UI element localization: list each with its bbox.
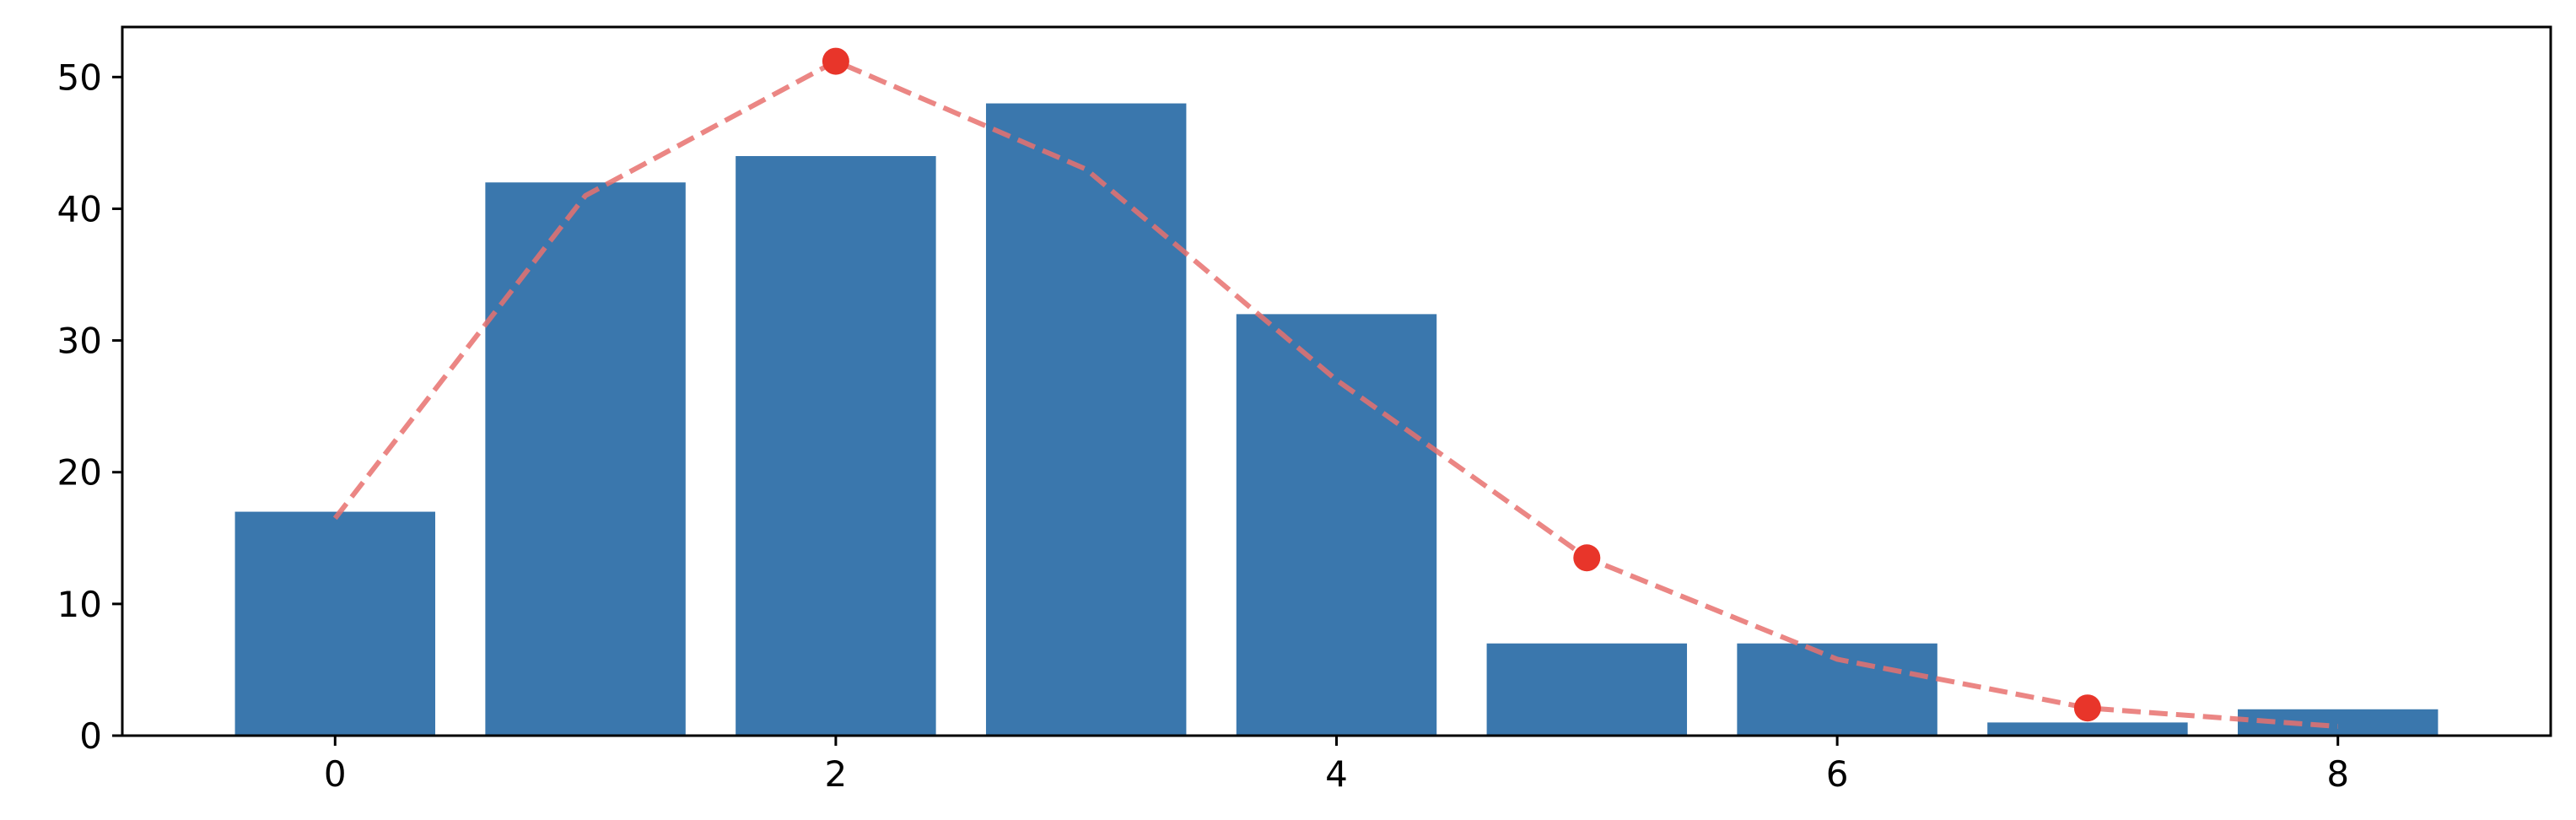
- bar-series: [234, 103, 2439, 736]
- trend-line: [332, 58, 2338, 730]
- bar-4: [1236, 314, 1437, 736]
- line-series: [332, 47, 2338, 730]
- y-tick-label-20: 20: [57, 452, 102, 494]
- bar-0: [234, 511, 435, 736]
- x-tick-label-2: 2: [825, 753, 848, 795]
- bar-3: [985, 103, 1187, 736]
- x-axis-ticks: 0 2 4 6 8: [324, 736, 2349, 795]
- y-tick-label-30: 30: [57, 321, 102, 362]
- y-tick-label-0: 0: [79, 715, 102, 757]
- x-tick-label-0: 0: [324, 753, 347, 795]
- x-tick-label-6: 6: [1826, 753, 1849, 795]
- y-tick-label-50: 50: [57, 57, 102, 98]
- line-marker-2: [822, 47, 849, 75]
- bar-7: [1987, 722, 2188, 736]
- y-tick-label-40: 40: [57, 188, 102, 229]
- bar-2: [736, 156, 936, 736]
- line-marker-7: [2073, 694, 2101, 722]
- bar-5: [1486, 643, 1688, 736]
- x-tick-label-4: 4: [1325, 753, 1348, 795]
- line-marker-5: [1573, 544, 1601, 572]
- bar-1: [485, 182, 686, 736]
- y-axis-ticks: 0 10 20 30 40 50: [57, 57, 122, 757]
- y-tick-label-10: 10: [57, 584, 102, 625]
- x-tick-label-8: 8: [2326, 753, 2349, 795]
